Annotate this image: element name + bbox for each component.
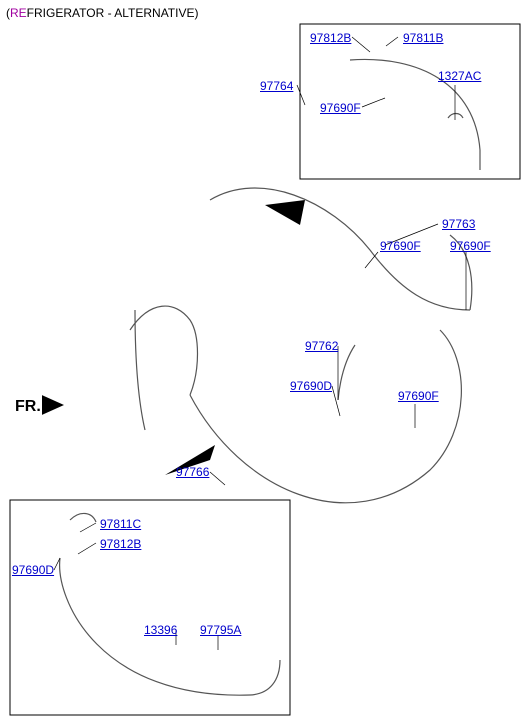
- part-label-97690F_a[interactable]: 97690F: [320, 102, 361, 114]
- part-link-97795A[interactable]: 97795A: [200, 623, 241, 637]
- part-label-97763[interactable]: 97763: [442, 218, 475, 230]
- callout-box-1: [10, 500, 290, 715]
- part-label-97690D_a[interactable]: 97690D: [290, 380, 332, 392]
- part-label-97811B[interactable]: 97811B: [403, 32, 443, 44]
- part-link-97690F_a[interactable]: 97690F: [320, 101, 361, 115]
- part-link-1327AC[interactable]: 1327AC: [438, 69, 481, 83]
- fr-arrow-icon: [42, 395, 64, 415]
- callout-wedge-0: [265, 200, 305, 225]
- hose-path-6: [338, 345, 355, 400]
- hose-path-2: [210, 188, 470, 310]
- diagram-svg: [0, 0, 531, 726]
- hose-path-5: [190, 330, 461, 503]
- part-label-97811C[interactable]: 97811C: [100, 518, 141, 530]
- diagram-title: (REFRIGERATOR - ALTERNATIVE): [6, 6, 198, 20]
- part-link-97690F_b[interactable]: 97690F: [380, 239, 421, 253]
- leader-97811B: [386, 37, 398, 46]
- part-label-97762[interactable]: 97762: [305, 340, 338, 352]
- title-rest: FRIGERATOR - ALTERNATIVE): [27, 6, 199, 20]
- part-link-97811B[interactable]: 97811B: [403, 31, 443, 45]
- leader-97690F_a: [362, 98, 385, 107]
- part-link-13396[interactable]: 13396: [144, 623, 177, 637]
- part-link-97690F_d[interactable]: 97690F: [398, 389, 439, 403]
- hose-path-9: [70, 513, 96, 522]
- leader-97764: [297, 85, 305, 105]
- part-link-97763[interactable]: 97763: [442, 217, 475, 231]
- hose-path-4: [130, 306, 198, 395]
- part-label-97690F_c[interactable]: 97690F: [450, 240, 491, 252]
- part-label-97690F_b[interactable]: 97690F: [380, 240, 421, 252]
- title-prefix: RE: [10, 6, 27, 20]
- part-label-97766[interactable]: 97766: [176, 466, 209, 478]
- part-link-97811C[interactable]: 97811C: [100, 517, 141, 531]
- leader-97812B: [352, 37, 370, 52]
- part-label-97812B_b[interactable]: 97812B: [100, 538, 141, 550]
- leader-97811C: [80, 523, 96, 532]
- hose-path-1: [448, 114, 463, 119]
- part-label-97690D_b[interactable]: 97690D: [12, 564, 54, 576]
- part-label-13396[interactable]: 13396: [144, 624, 177, 636]
- part-link-97690D_a[interactable]: 97690D: [290, 379, 332, 393]
- part-link-97690D_b[interactable]: 97690D: [12, 563, 54, 577]
- part-label-1327AC[interactable]: 1327AC: [438, 70, 481, 82]
- leader-97766: [210, 472, 225, 485]
- part-link-97812B_b[interactable]: 97812B: [100, 537, 141, 551]
- part-link-97764[interactable]: 97764: [260, 79, 293, 93]
- part-label-97795A[interactable]: 97795A: [200, 624, 241, 636]
- part-link-97812B[interactable]: 97812B: [310, 31, 351, 45]
- fr-label: FR.: [15, 398, 41, 416]
- part-label-97764[interactable]: 97764: [260, 80, 293, 92]
- leader-97690F_b: [365, 252, 378, 268]
- leader-97812B_b: [78, 543, 96, 554]
- part-link-97690F_c[interactable]: 97690F: [450, 239, 491, 253]
- part-link-97766[interactable]: 97766: [176, 465, 209, 479]
- part-label-97690F_d[interactable]: 97690F: [398, 390, 439, 402]
- part-link-97762[interactable]: 97762: [305, 339, 338, 353]
- part-label-97812B[interactable]: 97812B: [310, 32, 351, 44]
- hose-path-10: [135, 310, 145, 430]
